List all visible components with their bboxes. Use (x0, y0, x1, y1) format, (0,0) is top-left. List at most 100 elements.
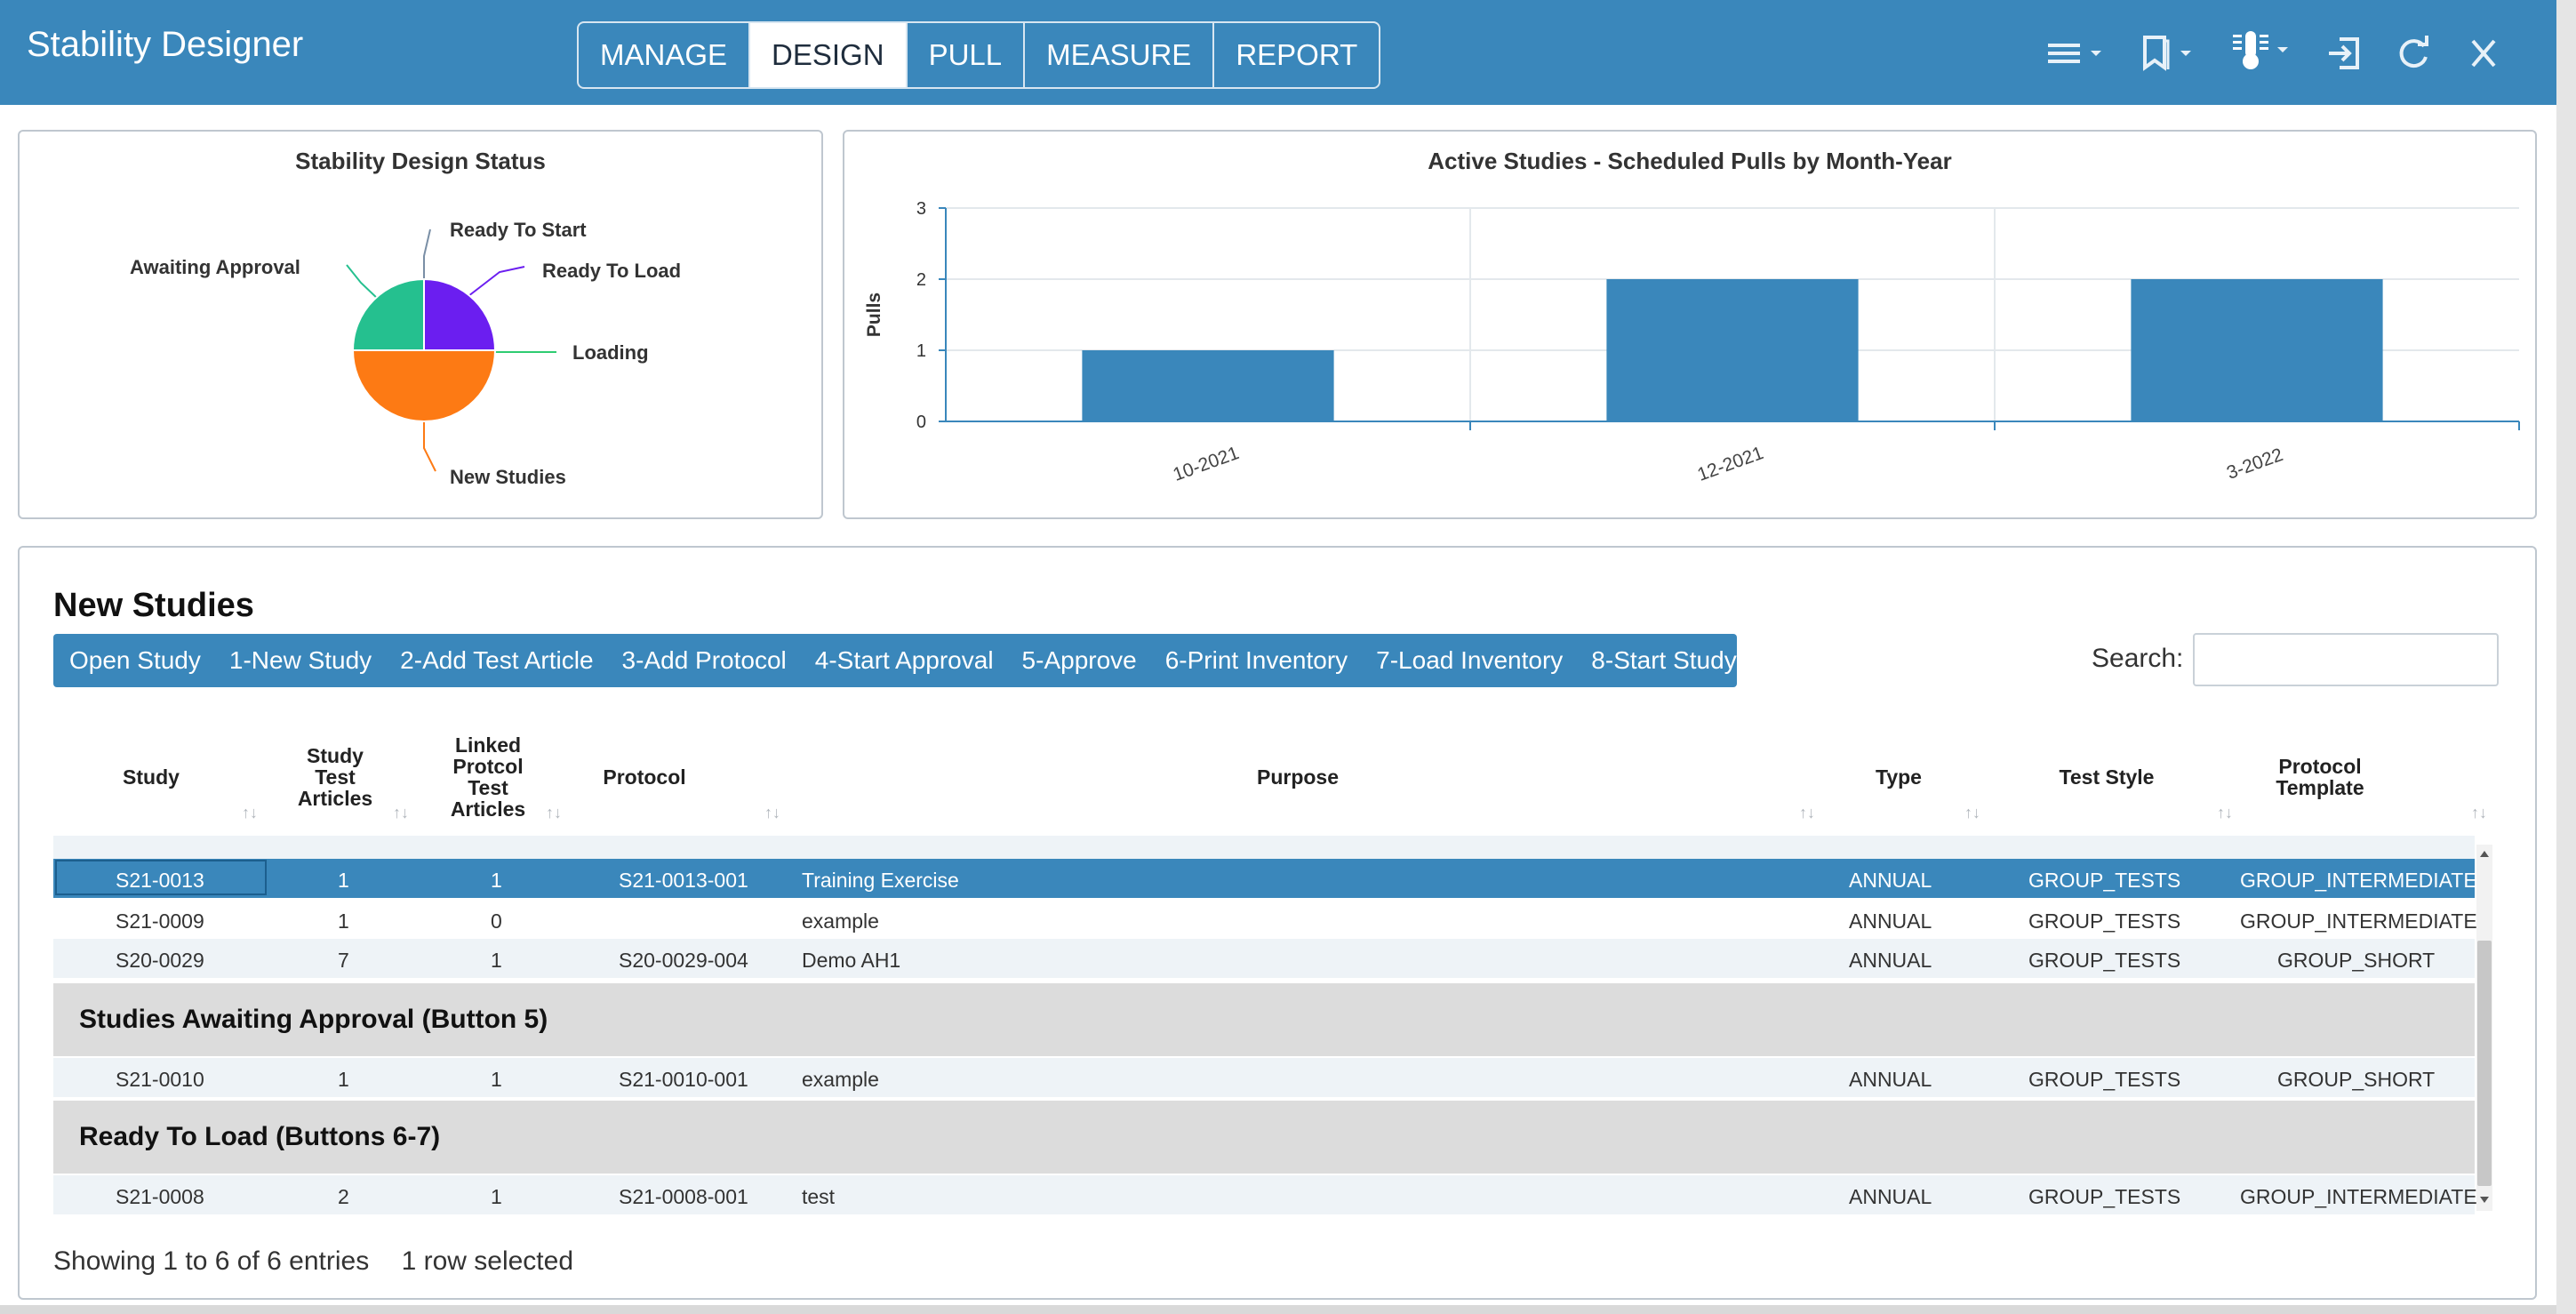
table-row[interactable]: S20-0029 7 1 S20-0029-004 Demo AH1 ANNUA… (53, 939, 2475, 978)
thermometer-dropdown-button[interactable] (2231, 27, 2290, 73)
sort-icon[interactable]: ↑↓ (546, 804, 562, 821)
col-header-type[interactable]: Type (1876, 765, 1922, 789)
pulls-bar-chart: 0 1 2 3 10-2021 12-2021 3-2022 Pulls (864, 199, 2520, 485)
selection-count: 1 row selected (401, 1246, 574, 1276)
main-nav: MANAGE DESIGN PULL MEASURE REPORT (577, 21, 1381, 89)
cell-test-style: GROUP_TESTS (2028, 949, 2181, 972)
cell-purpose: Training Exercise (802, 869, 959, 892)
cell-test-style: GROUP_TESTS (2028, 909, 2181, 933)
bar-12-2021[interactable] (1606, 279, 1859, 421)
table-scrollbar-thumb[interactable] (2477, 941, 2492, 1186)
cell-type: ANNUAL (1849, 869, 1932, 892)
x-tick-label: 3-2022 (2224, 445, 2285, 484)
pie-slice-new-studies[interactable] (351, 349, 497, 422)
cell-study: S21-0009 (116, 909, 204, 933)
table-row[interactable]: S21-0010 1 1 S21-0010-001 example ANNUAL… (53, 1058, 2475, 1097)
cell-purpose: example (802, 909, 879, 933)
load-inventory-button[interactable]: 7-Load Inventory (1376, 646, 1564, 674)
menu-dropdown-button[interactable] (2044, 30, 2103, 76)
bar-10-2021[interactable] (1082, 350, 1334, 421)
close-icon (2471, 39, 2496, 68)
group-header-awaiting-approval: Studies Awaiting Approval (Button 5) (53, 983, 2475, 1056)
sort-icon[interactable]: ↑↓ (1964, 804, 1980, 821)
pie-slice-ready-to-load[interactable] (423, 277, 497, 351)
close-button[interactable] (2466, 30, 2501, 76)
new-studies-title: New Studies (53, 587, 254, 624)
new-study-button[interactable]: 1-New Study (228, 646, 372, 674)
cell-protocol: S21-0013-001 (619, 869, 748, 892)
logout-icon (2329, 37, 2359, 69)
print-inventory-button[interactable]: 6-Print Inventory (1164, 646, 1348, 674)
table-row[interactable]: S21-0008 2 1 S21-0008-001 test ANNUAL GR… (53, 1175, 2477, 1214)
tab-design[interactable]: DESIGN (748, 23, 906, 87)
cell-linked-articles: 1 (491, 1068, 502, 1091)
approve-button[interactable]: 5-Approve (1021, 646, 1137, 674)
add-test-article-button[interactable]: 2-Add Test Article (400, 646, 594, 674)
pie-slice-awaiting-approval[interactable] (351, 277, 425, 351)
study-toolbar: Open Study 1-New Study 2-Add Test Articl… (53, 634, 1737, 687)
window-edge (0, 1305, 2556, 1314)
cell-study-test-articles: 2 (338, 1185, 349, 1208)
start-approval-button[interactable]: 4-Start Approval (814, 646, 994, 674)
table-info: Showing 1 to 6 of 6 entries 1 row select… (53, 1246, 573, 1277)
sort-icon[interactable]: ↑↓ (393, 804, 409, 821)
table-row-partial (53, 836, 2475, 859)
search-input[interactable] (2193, 633, 2499, 686)
cell-linked-articles: 1 (491, 1185, 502, 1208)
sort-icon[interactable]: ↑↓ (242, 804, 258, 821)
add-protocol-button[interactable]: 3-Add Protocol (621, 646, 787, 674)
bookmark-icon (2143, 36, 2170, 71)
status-pie-chart (346, 228, 556, 472)
sort-icon[interactable]: ↑↓ (764, 804, 780, 821)
entries-count: Showing 1 to 6 of 6 entries (53, 1246, 370, 1276)
pulls-panel: Active Studies - Scheduled Pulls by Mont… (843, 130, 2537, 519)
table-row[interactable]: S21-0013 1 1 S21-0013-001 Training Exerc… (53, 859, 2477, 898)
cell-protocol: S21-0010-001 (619, 1068, 748, 1091)
start-study-button[interactable]: 8-Start Study (1591, 646, 1737, 674)
cell-study: S21-0008 (116, 1185, 204, 1208)
col-header-study-test-articles[interactable]: Study Test Articles (297, 744, 373, 810)
pie-label-loading: Loading (572, 341, 649, 364)
sort-icon[interactable]: ↑↓ (2217, 804, 2233, 821)
pie-label-new-studies: New Studies (450, 466, 566, 488)
cell-purpose: example (802, 1068, 879, 1091)
x-tick-label: 12-2021 (1695, 443, 1766, 485)
app-header: Stability Designer MANAGE DESIGN PULL ME… (0, 0, 2556, 105)
col-header-linked-protocol-test-articles[interactable]: Linked Protcol Test Articles (450, 733, 526, 821)
bookmark-dropdown-button[interactable] (2138, 30, 2193, 76)
cell-protocol-template: GROUP_SHORT (2277, 949, 2436, 972)
logout-button[interactable] (2325, 30, 2363, 76)
cell-protocol: S21-0008-001 (619, 1185, 748, 1208)
cell-protocol-template: GROUP_SHORT (2277, 1068, 2436, 1091)
open-study-button[interactable]: Open Study (69, 646, 201, 674)
group-header-label: Studies Awaiting Approval (Button 5) (79, 1005, 548, 1034)
x-tick-label: 10-2021 (1171, 443, 1242, 485)
sort-icon[interactable]: ↑↓ (1799, 804, 1815, 821)
bar-3-2022[interactable] (2131, 279, 2383, 421)
pie-label-awaiting-approval: Awaiting Approval (130, 256, 300, 278)
col-header-study[interactable]: Study (123, 765, 180, 789)
cell-type: ANNUAL (1849, 909, 1932, 933)
cell-test-style: GROUP_TESTS (2028, 1185, 2181, 1208)
col-header-protocol[interactable]: Protocol (603, 765, 686, 789)
tab-pull[interactable]: PULL (905, 23, 1024, 87)
cell-test-style: GROUP_TESTS (2028, 869, 2181, 892)
cell-test-style: GROUP_TESTS (2028, 1068, 2181, 1091)
cell-study: S21-0013 (116, 869, 204, 892)
chevron-down-icon (2277, 47, 2288, 52)
scroll-up-icon[interactable] (2478, 848, 2491, 859)
table-row[interactable]: S21-0009 1 0 example ANNUAL GROUP_TESTS … (53, 900, 2477, 939)
col-header-protocol-template[interactable]: Protocol Template (2276, 755, 2364, 799)
tab-manage[interactable]: MANAGE (600, 38, 728, 71)
col-header-purpose[interactable]: Purpose (1256, 765, 1340, 789)
scroll-down-icon[interactable] (2478, 1195, 2491, 1206)
tab-measure[interactable]: MEASURE (1023, 23, 1212, 87)
tab-report[interactable]: REPORT (1212, 23, 1379, 87)
y-tick-label: 3 (916, 199, 926, 219)
cell-type: ANNUAL (1849, 1185, 1932, 1208)
col-header-test-style[interactable]: Test Style (2059, 765, 2155, 789)
y-tick-label: 0 (916, 413, 926, 432)
sort-icon[interactable]: ↑↓ (2471, 804, 2487, 821)
group-header-ready-to-load: Ready To Load (Buttons 6-7) (53, 1101, 2475, 1174)
refresh-button[interactable] (2395, 30, 2432, 76)
